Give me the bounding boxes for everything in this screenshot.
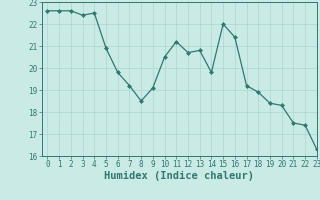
X-axis label: Humidex (Indice chaleur): Humidex (Indice chaleur) (104, 171, 254, 181)
